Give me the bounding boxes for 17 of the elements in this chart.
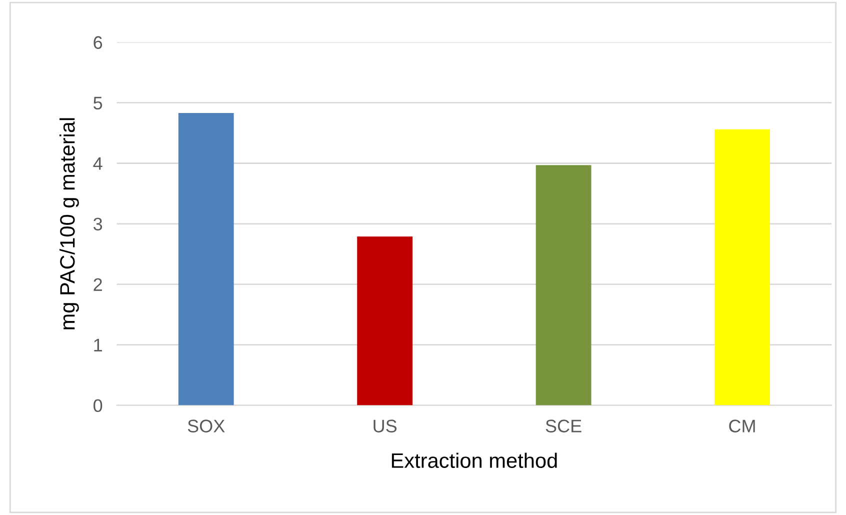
bar xyxy=(357,236,413,406)
y-tick-label: 3 xyxy=(94,218,102,230)
y-tick-label: 4 xyxy=(93,157,102,170)
x-tick-label: SOX xyxy=(188,420,225,432)
x-axis-title: Extraction method xyxy=(392,452,557,468)
bar xyxy=(178,113,234,406)
x-tick-label: CM xyxy=(729,420,755,432)
y-tick-label: 6 xyxy=(94,36,102,49)
x-tick-label: US xyxy=(374,420,397,432)
y-axis-title: mg PAC/100 g material xyxy=(60,118,79,330)
bar xyxy=(714,129,770,406)
x-tick-label: SCE xyxy=(546,420,582,432)
y-tick-label: 0 xyxy=(94,399,102,412)
y-tick-label: 2 xyxy=(94,278,102,291)
y-tick-label: 5 xyxy=(94,96,102,110)
bar xyxy=(536,165,592,406)
y-tick-label: 1 xyxy=(94,338,102,352)
